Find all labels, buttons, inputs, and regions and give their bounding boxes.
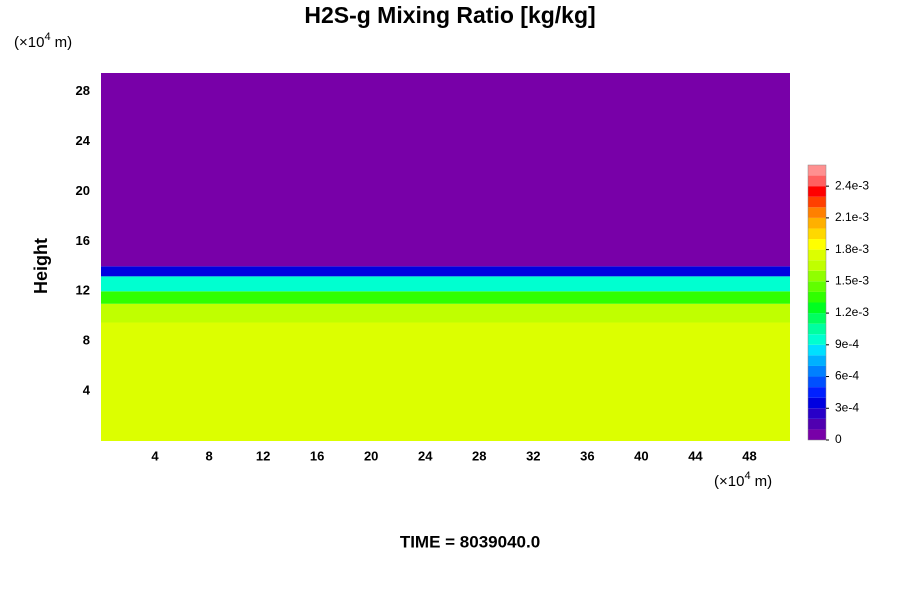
- contour-band: [101, 322, 790, 441]
- y-unit-base: (×10: [14, 34, 44, 51]
- x-unit-base: (×10: [714, 473, 744, 490]
- x-tick-label: 48: [742, 448, 756, 463]
- x-tick-label: 44: [688, 448, 703, 463]
- x-tick-label: 20: [364, 448, 378, 463]
- colorbar-tick-label: 3e-4: [835, 400, 859, 414]
- contour-band: [101, 266, 790, 277]
- colorbar-swatch: [808, 207, 826, 218]
- colorbar-tick-label: 2.1e-3: [835, 210, 869, 224]
- x-tick-label: 4: [151, 448, 159, 463]
- colorbar-swatch: [808, 165, 826, 176]
- y-tick-label: 4: [83, 383, 91, 398]
- y-tick-label: 28: [76, 83, 90, 98]
- colorbar-swatch: [808, 302, 826, 314]
- contour-band: [101, 276, 790, 292]
- y-axis-label: Height: [31, 238, 51, 294]
- colorbar-swatch: [808, 196, 826, 208]
- colorbar-swatch: [808, 344, 826, 356]
- contour-band: [101, 73, 790, 267]
- colorbar-swatch: [808, 418, 826, 430]
- colorbar-swatch: [808, 281, 826, 292]
- chart-title: H2S-g Mixing Ratio [kg/kg]: [304, 2, 595, 28]
- x-tick-label: 28: [472, 448, 486, 463]
- x-unit-suffix: m): [755, 473, 773, 490]
- x-unit: (×104 m): [714, 470, 772, 490]
- colorbar-tick-label: 1.2e-3: [835, 305, 869, 319]
- y-tick-label: 24: [76, 133, 91, 148]
- colorbar-swatch: [808, 408, 826, 419]
- colorbar-swatch: [808, 291, 826, 303]
- colorbar-swatch: [808, 217, 826, 229]
- colorbar-tick-label: 9e-4: [835, 337, 859, 351]
- colorbar-swatch: [808, 376, 826, 388]
- colorbar-swatch: [808, 397, 826, 409]
- colorbar-swatch: [808, 260, 826, 271]
- colorbar-swatch: [808, 239, 826, 250]
- x-tick-label: 24: [418, 448, 433, 463]
- colorbar-swatch: [808, 323, 826, 335]
- colorbar-swatch: [808, 365, 826, 377]
- x-tick-label: 12: [256, 448, 270, 463]
- y-unit-exponent: 4: [44, 31, 50, 43]
- colorbar-tick-label: 2.4e-3: [835, 178, 869, 192]
- time-label: TIME = 8039040.0: [400, 532, 540, 551]
- y-tick-label: 8: [83, 333, 90, 348]
- contour-band: [101, 291, 790, 304]
- colorbar-tick-label: 1.8e-3: [835, 242, 869, 256]
- y-tick-label: 16: [76, 233, 90, 248]
- colorbar-swatch: [808, 270, 826, 282]
- colorbar-tick-label: 6e-4: [835, 369, 859, 383]
- y-unit-suffix: m): [55, 34, 73, 51]
- colorbar-swatch: [808, 355, 826, 366]
- x-unit-exponent: 4: [744, 470, 750, 482]
- y-tick-label: 20: [76, 183, 90, 198]
- colorbar-swatch: [808, 429, 826, 440]
- colorbar-tick-label: 0: [835, 432, 842, 446]
- colorbar-tick-label: 1.5e-3: [835, 274, 869, 288]
- colorbar-swatch: [808, 313, 826, 324]
- colorbar-swatch: [808, 387, 826, 398]
- colorbar-swatch: [808, 175, 826, 187]
- colorbar-swatch: [808, 228, 826, 240]
- colorbar-frame: [807, 164, 827, 441]
- colorbar-swatch: [808, 249, 826, 261]
- y-tick-label: 12: [76, 283, 90, 298]
- x-tick-label: 32: [526, 448, 540, 463]
- x-tick-label: 40: [634, 448, 648, 463]
- contour-band: [101, 303, 790, 323]
- x-tick-label: 8: [205, 448, 212, 463]
- x-tick-label: 16: [310, 448, 324, 463]
- colorbar-swatch: [808, 186, 826, 197]
- colorbar-swatch: [808, 334, 826, 345]
- x-tick-label: 36: [580, 448, 594, 463]
- y-unit: (×104 m): [14, 31, 72, 51]
